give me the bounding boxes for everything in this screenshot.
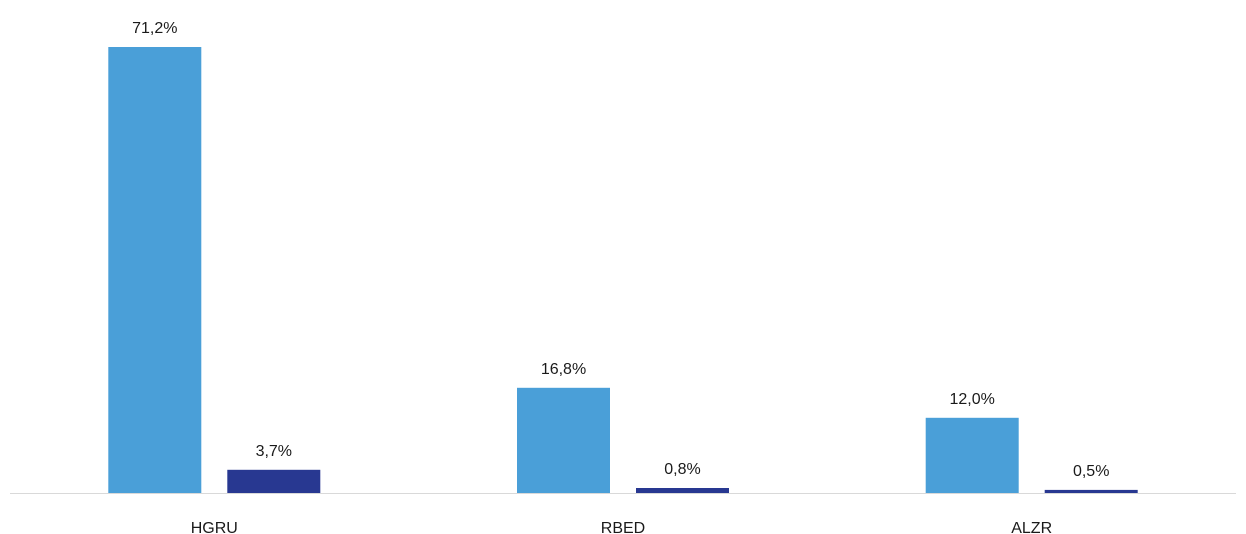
data-label-hgru-series-2: 3,7% xyxy=(256,443,292,460)
data-label-alzr-series-1: 12,0% xyxy=(950,391,995,408)
data-labels-group: 71,2% 3,7% 16,8% 0,8% 12,0% 0,5% xyxy=(132,20,1109,480)
bar-hgru-series-2 xyxy=(227,469,321,493)
data-label-rbed-series-2: 0,8% xyxy=(664,461,700,478)
bar-rbed-series-1 xyxy=(517,387,610,493)
bars-group xyxy=(108,47,1138,493)
bar-alzr-series-2 xyxy=(1044,489,1138,493)
bar-alzr-series-1 xyxy=(925,417,1019,493)
x-tick-labels-group: HGRU RBED ALZR xyxy=(191,520,1052,534)
x-tick-label-alzr: ALZR xyxy=(1011,520,1052,534)
data-label-alzr-series-2: 0,5% xyxy=(1073,463,1109,480)
bar-hgru-series-1 xyxy=(108,47,202,493)
x-tick-label-rbed: RBED xyxy=(601,520,645,534)
x-tick-label-hgru: HGRU xyxy=(191,520,238,534)
data-label-hgru-series-1: 71,2% xyxy=(132,20,177,37)
bar-rbed-series-2 xyxy=(636,488,729,493)
data-label-rbed-series-1: 16,8% xyxy=(541,361,586,378)
